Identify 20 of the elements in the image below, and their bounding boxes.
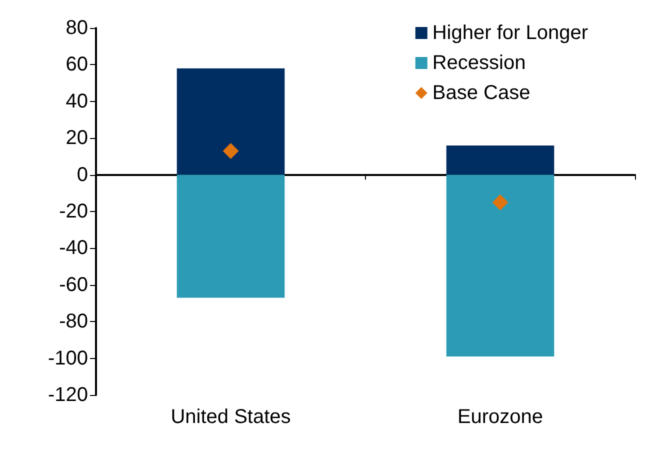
legend-label: Higher for Longer [432, 22, 588, 44]
legend-label: Base Case [432, 82, 530, 104]
x-tick-label: United States [170, 406, 291, 428]
bar [176, 68, 285, 175]
y-tick-label: -100 [48, 347, 88, 370]
y-tick-label: 20 [66, 127, 88, 150]
x-tick-label: Eurozone [457, 406, 544, 428]
bar [446, 174, 554, 356]
y-tick-label: -20 [59, 200, 88, 222]
bar [176, 174, 285, 298]
y-tick-label: 80 [66, 17, 88, 39]
y-tick-label: -40 [59, 237, 88, 260]
y-tick-label: -120 [48, 384, 88, 406]
legend-label: Recession [432, 52, 526, 74]
y-tick-label: -80 [59, 310, 88, 333]
bar [446, 145, 554, 175]
y-tick-label: 40 [66, 90, 88, 112]
y-tick-label: 60 [66, 54, 88, 76]
y-tick-label: 0 [76, 164, 88, 186]
y-tick-label: -60 [59, 274, 88, 296]
